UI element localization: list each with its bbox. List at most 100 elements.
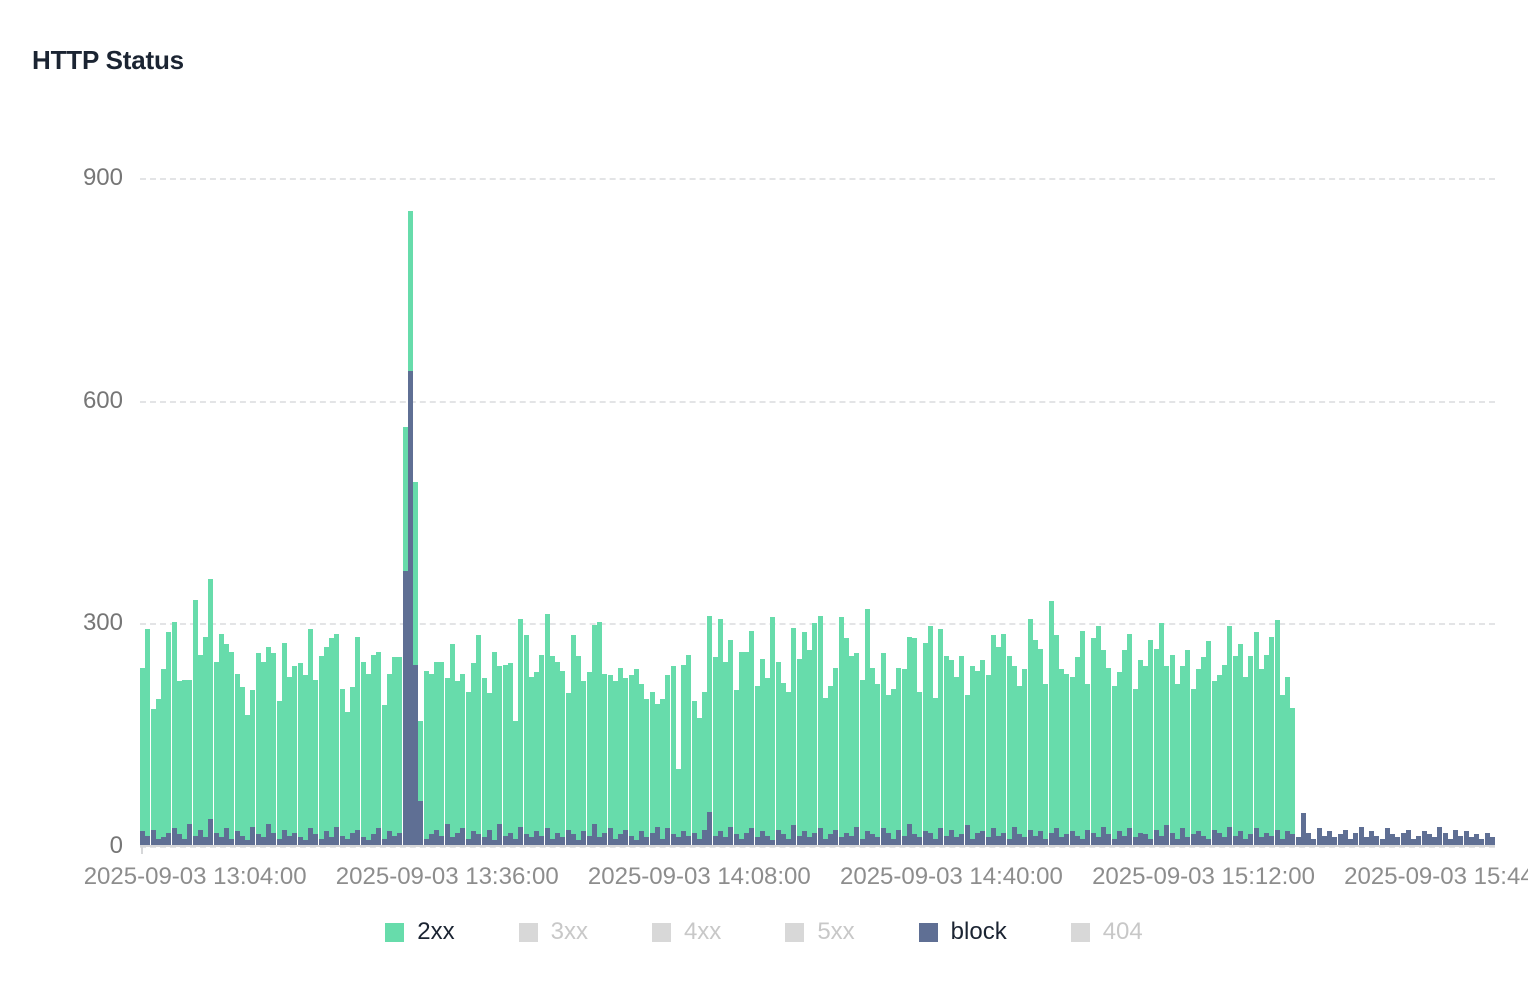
bar-column[interactable] [817, 615, 823, 846]
bar-column[interactable] [654, 703, 660, 846]
legend-item-4xx[interactable]: 4xx [651, 920, 721, 944]
bar-column[interactable] [1122, 650, 1128, 846]
bar-column[interactable] [628, 675, 634, 846]
bar-column[interactable] [744, 651, 750, 846]
bar-column[interactable] [838, 617, 844, 846]
bar-column[interactable] [1489, 837, 1495, 846]
bar-column[interactable] [1264, 654, 1270, 846]
bar-column[interactable] [229, 651, 235, 846]
bar-column[interactable] [733, 690, 739, 846]
bar-column[interactable] [891, 688, 897, 846]
bar-column[interactable] [969, 666, 975, 846]
bar-column[interactable] [639, 684, 645, 846]
bar-column[interactable] [465, 691, 471, 846]
legend-item-404[interactable]: 404 [1070, 920, 1143, 944]
bar-column[interactable] [1090, 638, 1096, 846]
bar-column[interactable] [1043, 684, 1049, 846]
bar-column[interactable] [1201, 657, 1207, 846]
bar-column[interactable] [859, 679, 865, 846]
bar-column[interactable] [922, 642, 928, 846]
bar-column[interactable] [1222, 664, 1228, 846]
bar-column[interactable] [1369, 831, 1375, 846]
bar-column[interactable] [549, 656, 555, 846]
bar-column[interactable] [502, 664, 508, 846]
bar-column[interactable] [560, 670, 566, 846]
bar-column[interactable] [644, 699, 650, 846]
bar-column[interactable] [197, 654, 203, 846]
bar-column[interactable] [712, 657, 718, 846]
bar-column[interactable] [544, 614, 550, 846]
legend-item-5xx[interactable]: 5xx [785, 920, 855, 944]
bar-column[interactable] [224, 644, 230, 846]
bar-column[interactable] [1327, 831, 1333, 846]
bar-column[interactable] [728, 639, 734, 846]
bar-column[interactable] [434, 661, 440, 846]
bar-column[interactable] [276, 700, 282, 846]
bar-column[interactable] [297, 663, 303, 846]
bar-column[interactable] [1116, 672, 1122, 846]
bar-column[interactable] [449, 644, 455, 846]
bar-column[interactable] [1484, 832, 1490, 846]
bar-column[interactable] [775, 661, 781, 846]
bar-column[interactable] [759, 658, 765, 846]
bar-column[interactable] [1300, 813, 1306, 846]
bar-column[interactable] [1064, 673, 1070, 846]
bar-column[interactable] [1295, 837, 1301, 846]
bar-column[interactable] [880, 653, 886, 846]
bar-column[interactable] [833, 667, 839, 846]
bar-column[interactable] [854, 653, 860, 846]
bar-column[interactable] [917, 691, 923, 846]
bar-column[interactable] [807, 650, 813, 846]
bar-column[interactable] [1159, 623, 1164, 846]
bar-column[interactable] [1185, 650, 1191, 846]
bar-column[interactable] [1395, 837, 1401, 846]
bar-column[interactable] [492, 651, 497, 846]
bar-column[interactable] [791, 627, 797, 846]
bar-column[interactable] [1048, 601, 1054, 846]
bar-column[interactable] [171, 621, 177, 846]
legend-item-2xx[interactable]: 2xx [385, 920, 455, 944]
bar-column[interactable] [1437, 826, 1443, 846]
bar-column[interactable] [576, 656, 582, 846]
bar-column[interactable] [407, 211, 413, 846]
bar-column[interactable] [954, 676, 960, 846]
bar-column[interactable] [329, 638, 335, 846]
bar-column[interactable] [176, 681, 182, 846]
bar-column[interactable] [203, 636, 209, 846]
bar-column[interactable] [1143, 666, 1149, 846]
bar-column[interactable] [633, 669, 639, 846]
bar-column[interactable] [376, 651, 382, 846]
bar-column[interactable] [1248, 656, 1254, 846]
bar-column[interactable] [1274, 620, 1280, 846]
bar-column[interactable] [912, 638, 918, 846]
bar-column[interactable] [618, 667, 624, 846]
bar-column[interactable] [413, 482, 419, 846]
bar-column[interactable] [266, 647, 272, 846]
bar-column[interactable] [481, 678, 487, 846]
bar-column[interactable] [796, 658, 802, 846]
bar-column[interactable] [1458, 835, 1464, 846]
bar-column[interactable] [1206, 641, 1212, 846]
bar-column[interactable] [323, 647, 329, 846]
bar-column[interactable] [381, 704, 387, 846]
bar-column[interactable] [1085, 684, 1091, 846]
bar-column[interactable] [896, 667, 902, 846]
bar-column[interactable] [1001, 633, 1007, 846]
bar-column[interactable] [1358, 826, 1364, 846]
bar-column[interactable] [486, 693, 492, 846]
bar-column[interactable] [287, 676, 293, 846]
bar-column[interactable] [691, 700, 697, 846]
bar-column[interactable] [948, 660, 954, 846]
bar-column[interactable] [1400, 832, 1406, 846]
bar-column[interactable] [555, 661, 561, 846]
bar-column[interactable] [1479, 838, 1485, 846]
bar-column[interactable] [234, 673, 240, 846]
bar-column[interactable] [208, 578, 214, 846]
bar-column[interactable] [1374, 835, 1380, 846]
bar-column[interactable] [1053, 635, 1059, 846]
bar-column[interactable] [213, 661, 219, 846]
bar-column[interactable] [1379, 838, 1385, 846]
bar-column[interactable] [612, 681, 618, 846]
bar-column[interactable] [959, 656, 965, 846]
bar-column[interactable] [439, 661, 445, 846]
